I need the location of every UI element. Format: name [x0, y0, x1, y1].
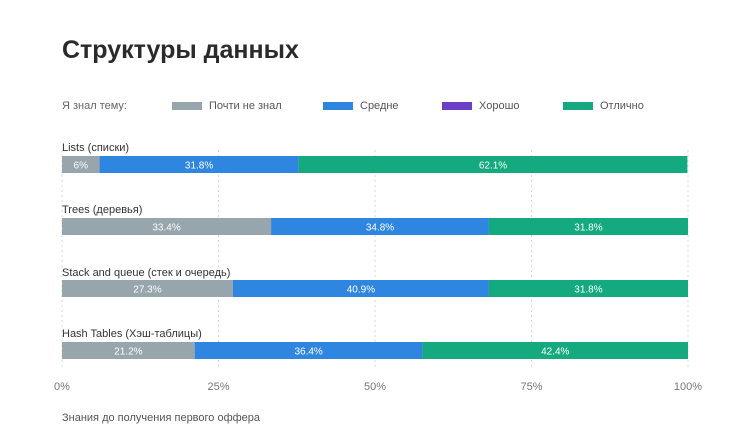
- legend-prefix: Я знал тему:: [62, 100, 127, 112]
- legend-label: Отлично: [600, 100, 644, 112]
- category-label: Stack and queue (стек и очередь): [62, 267, 230, 279]
- legend-item-almost-none: Почти не знал: [172, 100, 282, 112]
- legend-swatch: [323, 102, 353, 110]
- legend-swatch: [172, 102, 202, 110]
- footnote: Знания до получения первого оффера: [62, 412, 261, 424]
- bar-value-label: 34.8%: [366, 223, 394, 234]
- legend-label: Почти не знал: [209, 100, 282, 112]
- x-tick-label: 25%: [207, 381, 229, 393]
- bar-segment: [298, 156, 688, 173]
- bar-value-label: 36.4%: [294, 347, 322, 358]
- category-label: Hash Tables (Хэш-таблицы): [62, 328, 202, 340]
- legend-label: Хорошо: [479, 100, 520, 112]
- x-tick-label: 0%: [54, 381, 70, 393]
- category-label: Lists (списки): [62, 142, 129, 154]
- chart-title: Структуры данных: [62, 36, 299, 64]
- bar-segment: [422, 342, 688, 359]
- bar-segment: [62, 218, 272, 235]
- bar-segment: [194, 342, 423, 359]
- bar-value-label: 62.1%: [479, 161, 507, 172]
- legend-swatch: [442, 102, 472, 110]
- bar-segment: [62, 280, 233, 297]
- bar-segment: [488, 218, 688, 235]
- bar-value-label: 31.8%: [574, 285, 602, 296]
- bar-segment: [232, 280, 489, 297]
- bar-value-label: 42.4%: [541, 347, 569, 358]
- x-tick-label: 100%: [674, 381, 702, 393]
- bar-value-label: 33.4%: [152, 223, 180, 234]
- bar-value-label: 6%: [74, 161, 89, 172]
- bar-value-label: 40.9%: [347, 285, 375, 296]
- bar-value-label: 31.8%: [574, 223, 602, 234]
- bar-value-label: 27.3%: [133, 285, 161, 296]
- legend: Я знал тему: Почти не знал Средне Хорошо…: [62, 100, 702, 114]
- bar-value-label: 31.8%: [185, 161, 213, 172]
- x-tick-label: 75%: [520, 381, 542, 393]
- legend-item-good: Хорошо: [442, 100, 520, 112]
- bar-segment: [488, 280, 688, 297]
- legend-swatch: [563, 102, 593, 110]
- legend-item-medium: Средне: [323, 100, 399, 112]
- legend-label: Средне: [360, 100, 399, 112]
- bar-segment: [99, 156, 299, 173]
- category-label: Trees (деревья): [62, 204, 142, 216]
- legend-item-excellent: Отлично: [563, 100, 644, 112]
- bar-segment: [271, 218, 489, 235]
- bar-value-label: 21.2%: [114, 347, 142, 358]
- x-tick-label: 50%: [364, 381, 386, 393]
- bar-segment: [62, 342, 195, 359]
- bar-segment: [62, 156, 100, 173]
